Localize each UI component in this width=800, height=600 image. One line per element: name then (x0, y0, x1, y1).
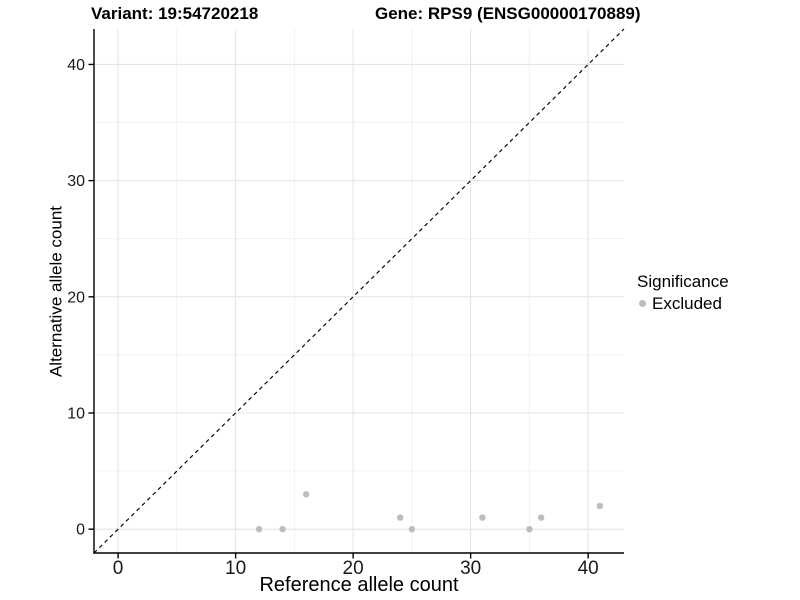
x-tick-label: 20 (343, 558, 364, 579)
legend: Significance Excluded (637, 272, 729, 313)
data-point (596, 502, 604, 510)
y-tick-label: 30 (67, 173, 85, 190)
y-axis-title: Alternative allele count (46, 205, 66, 378)
legend-title: Significance (637, 272, 729, 291)
y-tick-label: 20 (67, 289, 85, 306)
plot-title-variant: Variant: 19:54720218 (91, 4, 259, 23)
x-tick-label: 0 (113, 558, 124, 579)
y-tick-label: 0 (76, 522, 85, 539)
x-tick-label: 10 (225, 558, 246, 579)
data-point (537, 514, 545, 521)
identity-line (93, 28, 625, 554)
data-point (408, 525, 416, 533)
x-tick-label: 30 (460, 558, 481, 579)
y-tick-label: 10 (67, 405, 85, 422)
legend-entry-label: Excluded (652, 294, 722, 313)
plot-title-gene: Gene: RPS9 (ENSG00000170889) (375, 4, 641, 23)
y-tick-label: 40 (67, 57, 85, 74)
data-point (479, 514, 486, 521)
data-point (302, 491, 310, 498)
x-tick-label: 40 (578, 558, 599, 579)
data-point (279, 525, 286, 533)
data-point (396, 514, 404, 521)
data-point (255, 525, 263, 533)
data-point (526, 525, 533, 533)
legend-point-icon (639, 300, 646, 307)
x-axis-title: Reference allele count (259, 574, 459, 596)
legend-entry-excluded: Excluded (639, 294, 729, 313)
